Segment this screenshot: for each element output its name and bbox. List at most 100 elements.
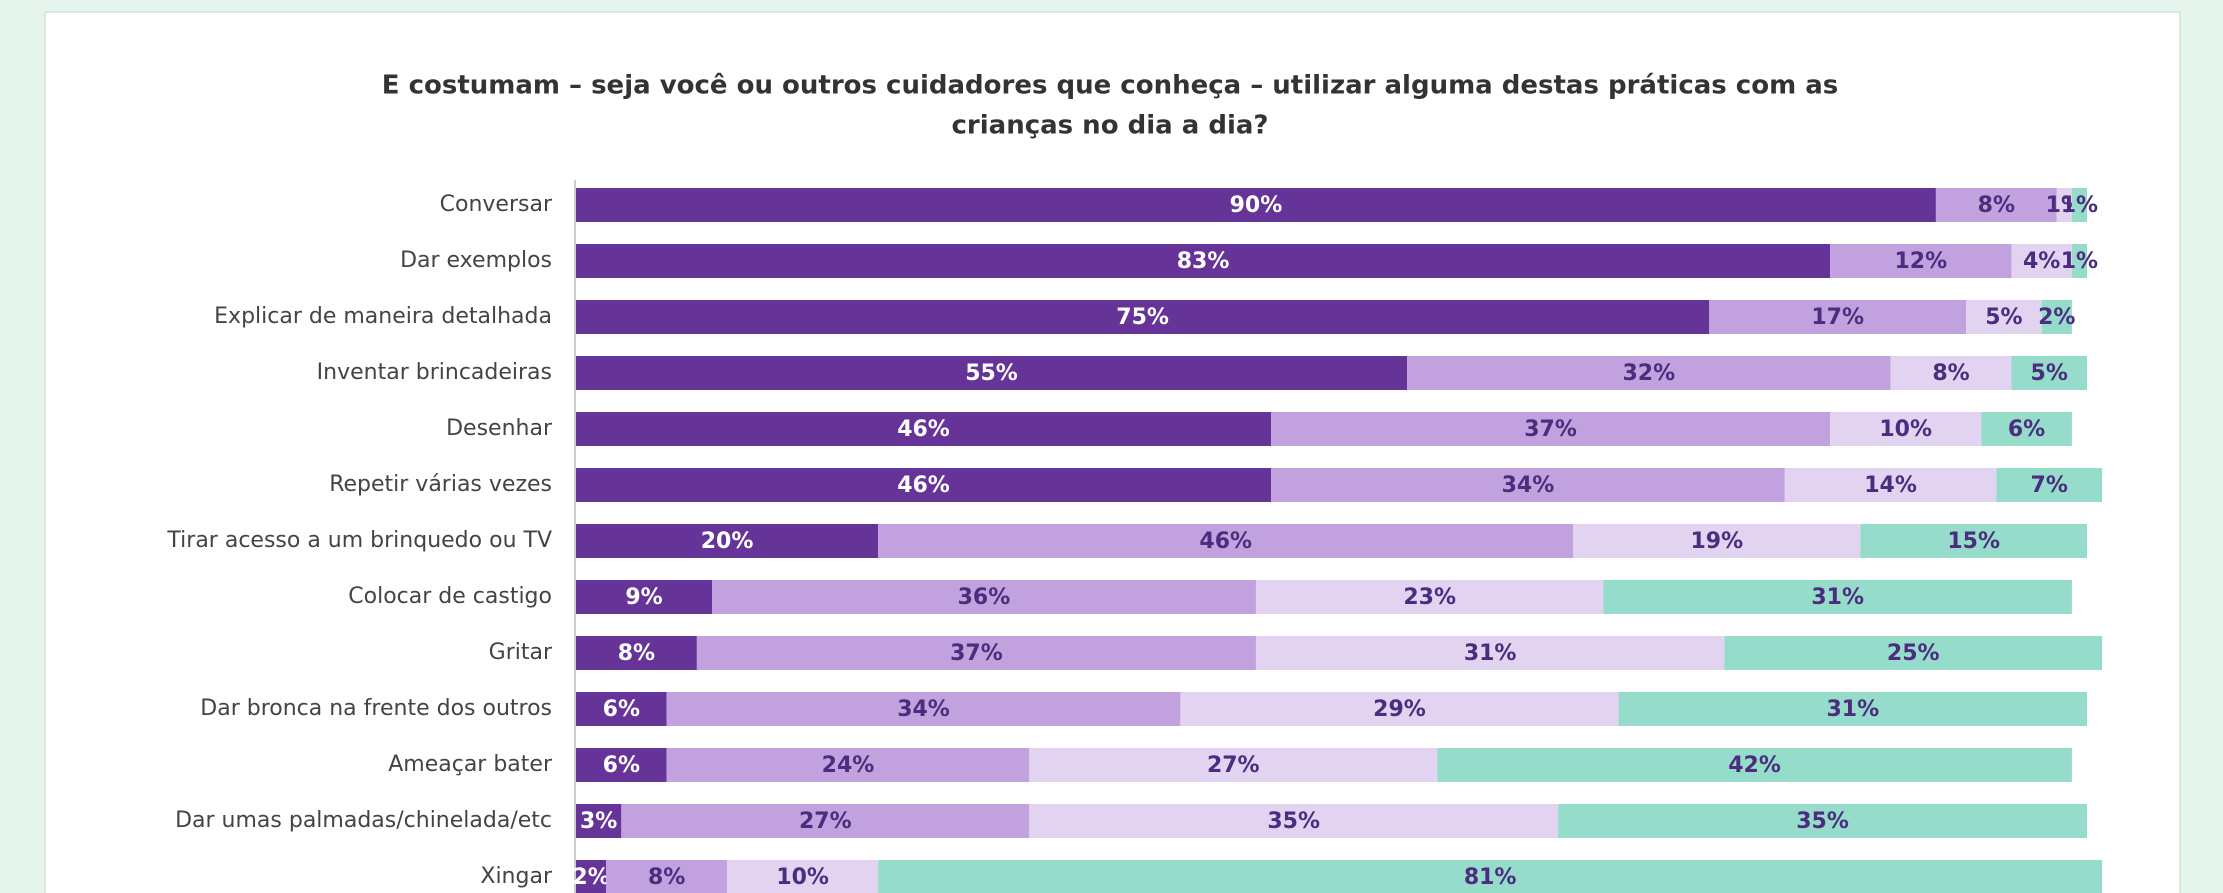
bar-segment [878, 860, 2103, 893]
value-label: 25% [1887, 641, 1940, 666]
category-label: Inventar brincadeiras [317, 360, 552, 385]
value-label: 35% [1267, 809, 1320, 834]
bar-segment [1966, 300, 2042, 334]
category-label: Gritar [489, 640, 553, 665]
bar-segment [1724, 636, 2103, 670]
bar-segment [1860, 524, 2087, 558]
category-label: Desenhar [446, 416, 553, 441]
bar-segment [2011, 356, 2087, 390]
bar-segment [1271, 468, 1785, 502]
value-label: 8% [1978, 193, 2015, 218]
value-label: 37% [950, 641, 1003, 666]
value-label: 31% [1811, 585, 1864, 610]
bar-segment [1709, 300, 1967, 334]
value-label: 34% [897, 697, 950, 722]
bar-segment [1618, 692, 2087, 726]
value-label: 6% [603, 697, 640, 722]
bar-segment [1437, 748, 2072, 782]
value-label: 37% [1524, 417, 1577, 442]
bar-segment [666, 748, 1030, 782]
value-label: 5% [2031, 361, 2068, 386]
value-label: 24% [822, 753, 875, 778]
bar-segment [696, 636, 1256, 670]
value-label: 32% [1622, 361, 1675, 386]
category-label: Ameaçar bater [388, 752, 553, 777]
bar-segment [576, 188, 1936, 222]
value-label: 42% [1728, 753, 1781, 778]
bar-segment [606, 860, 728, 893]
value-label: 36% [958, 585, 1011, 610]
bar-segment [576, 580, 712, 614]
bar-segment [1981, 412, 2072, 446]
bar-segment [1407, 356, 1891, 390]
value-label: 55% [965, 361, 1018, 386]
value-label: 75% [1116, 305, 1169, 330]
value-label: 14% [1864, 473, 1917, 498]
value-label: 4% [2023, 249, 2060, 274]
value-label: 3% [580, 809, 617, 834]
bar-segment [576, 524, 879, 558]
bar-segment [666, 692, 1181, 726]
value-label: 27% [799, 809, 852, 834]
bar-segment [1890, 356, 2012, 390]
value-label: 19% [1690, 529, 1743, 554]
value-label: 7% [2031, 473, 2068, 498]
value-label: 46% [897, 473, 950, 498]
bar-segment [727, 860, 879, 893]
panel [44, 11, 2181, 893]
category-label: Dar bronca na frente dos outros [200, 696, 552, 721]
bar-segment [1573, 524, 1861, 558]
bar-segment [1830, 244, 2012, 278]
value-label: 5% [1985, 305, 2022, 330]
category-label: Conversar [440, 192, 553, 217]
bar-segment [621, 804, 1030, 838]
value-label: 35% [1796, 809, 1849, 834]
value-label: 6% [2008, 417, 2045, 442]
value-label: 23% [1403, 585, 1456, 610]
bar-segment [576, 244, 1831, 278]
bar-segment [576, 468, 1272, 502]
bar-segment [1255, 636, 1725, 670]
bar-segment [878, 524, 1574, 558]
chart-title: E costumam – seja você ou outros cuidado… [382, 71, 1839, 101]
bar-segment [1603, 580, 2072, 614]
value-label: 17% [1811, 305, 1864, 330]
category-label: Xingar [480, 864, 553, 889]
bar-segment [711, 580, 1256, 614]
bar-segment [1784, 468, 1997, 502]
value-label: 10% [1879, 417, 1932, 442]
bar-segment [1935, 188, 2057, 222]
category-label: Explicar de maneira detalhada [214, 304, 552, 329]
bar-segment [1830, 412, 1982, 446]
value-label: 8% [1932, 361, 1969, 386]
value-label: 31% [1464, 641, 1517, 666]
value-label: 46% [1199, 529, 1252, 554]
bar-segment [1558, 804, 2087, 838]
value-label: 81% [1464, 865, 1517, 890]
bar-segment [576, 860, 607, 893]
value-label: 20% [701, 529, 754, 554]
bar-segment [576, 300, 1710, 334]
bar-segment [1996, 468, 2103, 502]
value-label: 9% [625, 585, 662, 610]
value-label: 83% [1177, 249, 1230, 274]
value-label: 90% [1230, 193, 1283, 218]
value-label: 10% [776, 865, 829, 890]
bar-segment [2011, 244, 2072, 278]
category-label: Dar exemplos [400, 248, 552, 273]
bar-segment [1255, 580, 1604, 614]
chart-title: crianças no dia a dia? [952, 111, 1269, 141]
value-label: 6% [603, 753, 640, 778]
value-label: 8% [618, 641, 655, 666]
bar-segment [1029, 748, 1438, 782]
value-label: 2% [572, 865, 609, 890]
value-label: 31% [1826, 697, 1879, 722]
bar-segment [2056, 188, 2072, 222]
bar-segment [576, 356, 1408, 390]
bar-segment [576, 412, 1272, 446]
category-label: Tirar acesso a um brinquedo ou TV [166, 528, 552, 553]
value-label: 8% [648, 865, 685, 890]
bar-segment [2071, 244, 2087, 278]
